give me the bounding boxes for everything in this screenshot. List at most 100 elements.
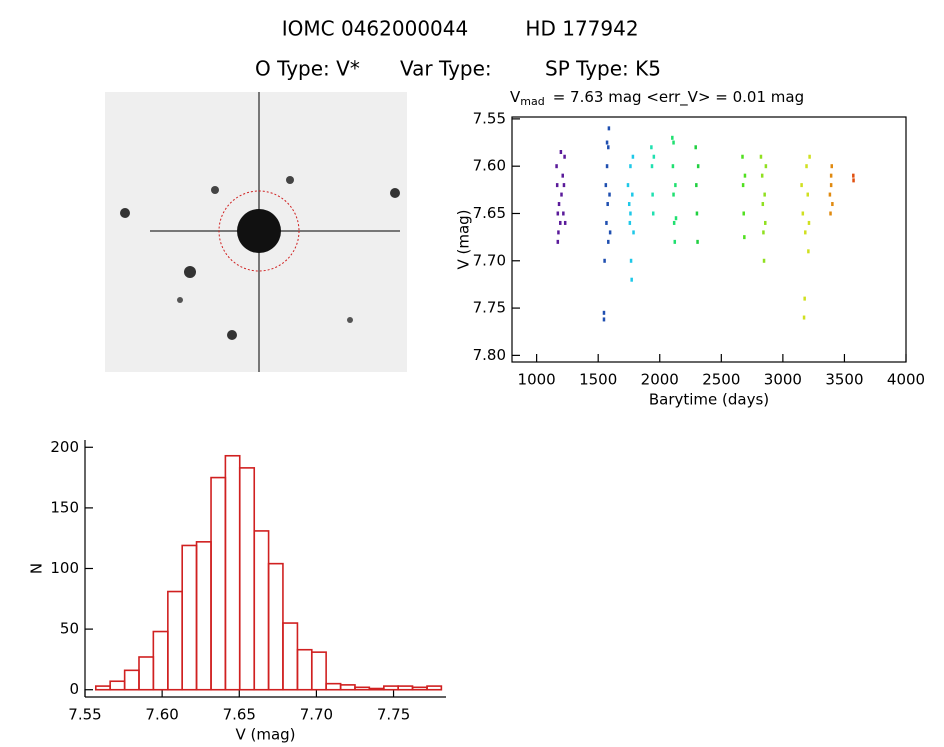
- point: [806, 192, 809, 197]
- x-tick-label: 2000: [641, 371, 679, 389]
- point: [652, 154, 656, 159]
- point: [561, 173, 564, 178]
- point: [603, 258, 606, 263]
- point: [807, 220, 811, 225]
- point: [563, 154, 566, 159]
- point: [650, 164, 654, 169]
- point: [556, 211, 560, 216]
- point: [831, 202, 834, 207]
- y-tick-label: 7.75: [473, 299, 506, 317]
- x-tick-label: 3000: [764, 371, 802, 389]
- x-tick-label: 7.55: [68, 706, 101, 724]
- y-tick-label: 200: [50, 438, 79, 456]
- y-tick-label: 7.65: [473, 204, 506, 222]
- point: [764, 220, 767, 225]
- hist-bar: [310, 651, 327, 691]
- point: [743, 235, 746, 240]
- point: [629, 211, 632, 216]
- point: [671, 164, 675, 169]
- header-id: HD 177942: [525, 17, 638, 41]
- point: [800, 183, 803, 188]
- hist-bar: [181, 544, 198, 691]
- point: [651, 192, 654, 197]
- point: [631, 154, 635, 159]
- point: [604, 183, 608, 188]
- point: [672, 192, 675, 197]
- point: [557, 230, 560, 235]
- point: [629, 258, 633, 263]
- y-tick-label: 100: [50, 559, 79, 577]
- x-tick-label: 4000: [887, 371, 925, 389]
- point: [742, 211, 745, 216]
- x-tick-label: 2500: [702, 371, 740, 389]
- point: [555, 164, 558, 169]
- x-tick-label: 7.70: [300, 706, 333, 724]
- point: [829, 173, 833, 178]
- point: [608, 230, 612, 235]
- point: [562, 211, 565, 216]
- hist-bar: [224, 454, 241, 691]
- hist-bar: [152, 630, 169, 691]
- x-tick-label: 7.65: [223, 706, 256, 724]
- point: [556, 239, 560, 244]
- y-axis-label: N: [28, 563, 46, 574]
- point: [650, 145, 653, 150]
- point: [555, 183, 559, 188]
- x-axis-label: V (mag): [235, 726, 295, 744]
- point: [763, 192, 766, 197]
- y-tick-label: 7.70: [473, 251, 506, 269]
- point: [607, 126, 611, 131]
- y-tick-label: 7.55: [473, 109, 506, 127]
- point: [607, 145, 610, 150]
- y-tick-label: 7.60: [473, 157, 506, 175]
- point: [672, 220, 676, 225]
- point: [671, 135, 674, 140]
- point: [628, 220, 632, 225]
- point: [828, 192, 832, 197]
- point: [602, 310, 606, 315]
- point: [562, 183, 566, 188]
- plot-frame: [511, 116, 907, 363]
- header-sptype: SP Type: K5: [545, 57, 661, 81]
- point: [807, 249, 810, 254]
- header-vartype: Var Type:: [400, 57, 492, 81]
- scatter-title: Vmad = 7.63 mag <err_V> = 0.01 mag: [510, 88, 804, 109]
- point: [563, 220, 567, 225]
- hist-bar: [238, 467, 256, 691]
- point: [608, 192, 611, 197]
- point: [741, 183, 745, 188]
- point: [759, 154, 763, 159]
- x-axis-label: Barytime (days): [649, 391, 769, 409]
- point: [651, 211, 655, 216]
- point: [602, 317, 606, 322]
- point: [605, 140, 609, 145]
- point: [626, 183, 630, 188]
- point: [829, 183, 833, 188]
- point: [852, 173, 855, 178]
- point: [764, 164, 768, 169]
- point: [760, 173, 764, 178]
- point: [672, 140, 675, 145]
- title-main: V: [510, 88, 521, 106]
- x-tick-label: 7.75: [377, 706, 410, 724]
- header-id: IOMC 0462000044: [282, 17, 468, 41]
- point: [830, 164, 834, 169]
- point: [743, 173, 747, 178]
- point: [696, 164, 700, 169]
- hist-bar: [195, 541, 212, 691]
- x-tick-label: 1000: [518, 371, 556, 389]
- point: [805, 164, 808, 169]
- sky-image: [105, 92, 407, 372]
- point: [557, 202, 561, 207]
- point: [673, 239, 677, 244]
- hist-bar: [411, 686, 428, 691]
- point: [695, 183, 698, 188]
- point: [829, 211, 832, 216]
- point: [803, 296, 806, 301]
- title-sub: mad: [520, 95, 544, 108]
- point: [559, 220, 562, 225]
- hist-bar: [296, 648, 313, 691]
- hist-bar: [167, 590, 183, 691]
- header-otype: O Type: V*: [255, 57, 360, 81]
